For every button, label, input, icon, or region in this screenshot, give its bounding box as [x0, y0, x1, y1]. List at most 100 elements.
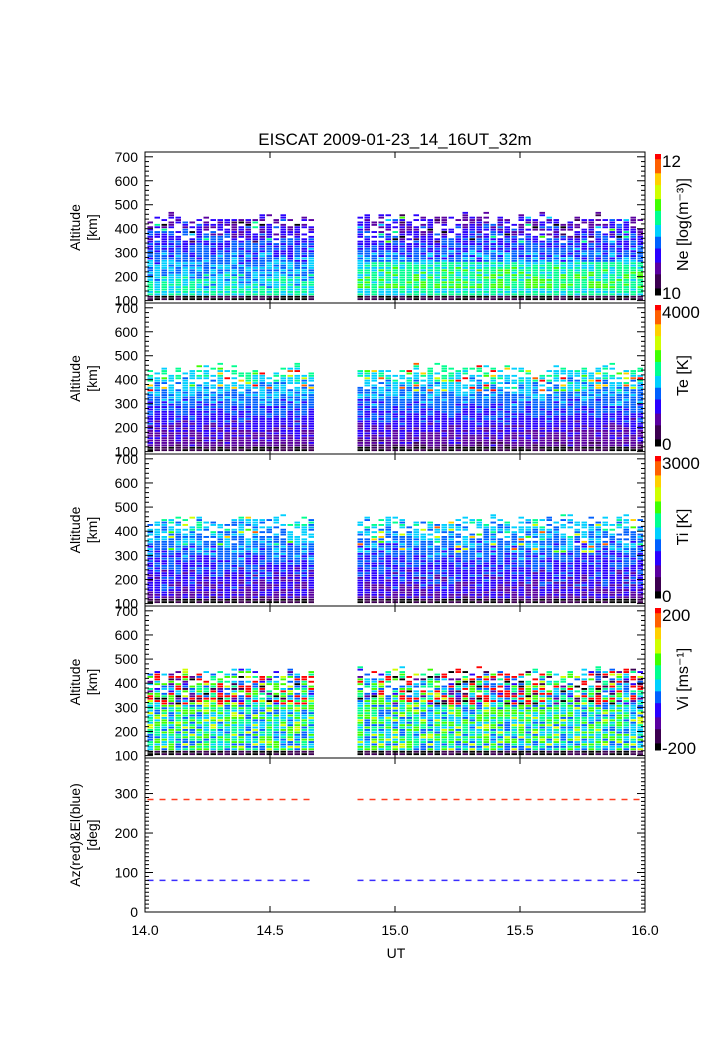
heatmap-cell: [413, 288, 419, 291]
heatmap-cell: [224, 444, 230, 447]
heatmap-cell: [294, 276, 300, 279]
heatmap-cell: [595, 413, 601, 416]
heatmap-cell: [357, 288, 363, 291]
heatmap-cell: [637, 377, 643, 380]
heatmap-cell: [511, 420, 517, 423]
heatmap-cell: [266, 394, 272, 396]
heatmap-cell: [441, 394, 447, 396]
heatmap-cell: [189, 250, 195, 253]
heatmap-cell: [392, 288, 398, 291]
heatmap-cell: [630, 442, 636, 444]
heatmap-cell: [525, 410, 531, 413]
heatmap-cell: [231, 415, 237, 418]
heatmap-cell: [427, 245, 433, 248]
heatmap-cell: [210, 548, 216, 550]
colorbar-segment: [655, 389, 661, 393]
heatmap-cell: [154, 543, 160, 546]
heatmap-cell: [609, 382, 615, 384]
heatmap-cell: [427, 281, 433, 284]
heatmap-cell: [203, 420, 209, 423]
heatmap-cell: [175, 540, 181, 543]
heatmap-cell: [294, 382, 300, 384]
heatmap-cell: [588, 274, 594, 277]
heatmap-cell: [210, 552, 216, 555]
heatmap-cell: [546, 394, 552, 396]
heatmap-cell: [616, 286, 622, 289]
heatmap-cell: [371, 403, 377, 406]
heatmap-cell: [357, 391, 363, 394]
heatmap-cell: [161, 567, 167, 570]
heatmap-cell: [602, 264, 608, 267]
heatmap-cell: [385, 238, 391, 241]
heatmap-cell: [245, 601, 251, 604]
heatmap-cell: [567, 449, 573, 452]
heatmap-cell: [203, 377, 209, 380]
heatmap-cell: [203, 543, 209, 546]
heatmap-cell: [406, 221, 412, 224]
heatmap-cell: [630, 274, 636, 277]
heatmap-cell: [476, 274, 482, 277]
heatmap-cell: [238, 430, 244, 432]
heatmap-cell: [161, 281, 167, 284]
heatmap-cell: [399, 413, 405, 416]
heatmap-cell: [266, 418, 272, 420]
heatmap-cell: [175, 437, 181, 440]
heatmap-cell: [266, 446, 272, 449]
heatmap-cell: [231, 245, 237, 248]
heatmap-cell: [623, 223, 629, 226]
y-tick-label: 400: [115, 372, 139, 388]
heatmap-cell: [574, 291, 580, 293]
heatmap-cell: [280, 288, 286, 291]
heatmap-cell: [518, 432, 524, 435]
heatmap-cell: [455, 415, 461, 418]
heatmap-cell: [623, 391, 629, 394]
heatmap-cell: [623, 396, 629, 399]
heatmap-cell: [399, 442, 405, 444]
heatmap-cell: [406, 406, 412, 408]
heatmap-cell: [539, 288, 545, 291]
heatmap-cell: [245, 219, 251, 221]
heatmap-cell: [175, 370, 181, 372]
heatmap-cell: [203, 403, 209, 406]
heatmap-cell: [406, 238, 412, 241]
heatmap-cell: [455, 379, 461, 382]
heatmap-cell: [532, 437, 538, 440]
heatmap-cell: [175, 598, 181, 601]
heatmap-cell: [154, 396, 160, 399]
heatmap-cell: [602, 267, 608, 269]
heatmap-cell: [413, 444, 419, 447]
heatmap-cell: [161, 286, 167, 289]
heatmap-cell: [490, 379, 496, 382]
heatmap-cell: [238, 295, 244, 298]
heatmap-cell: [196, 434, 202, 437]
heatmap-cell: [462, 372, 468, 375]
heatmap-cell: [469, 269, 475, 272]
heatmap-cell: [175, 449, 181, 452]
heatmap-cell: [168, 528, 174, 531]
heatmap-cell: [301, 446, 307, 449]
heatmap-cell: [182, 298, 188, 301]
heatmap-cell: [497, 418, 503, 420]
heatmap-cell: [147, 427, 153, 430]
heatmap-cell: [427, 235, 433, 238]
heatmap-cell: [623, 372, 629, 375]
heatmap-cell: [525, 406, 531, 408]
heatmap-cell: [378, 430, 384, 432]
heatmap-cell: [371, 243, 377, 245]
heatmap-cell: [364, 274, 370, 277]
heatmap-cell: [259, 430, 265, 432]
heatmap-cell: [182, 382, 188, 384]
heatmap-cell: [581, 430, 587, 432]
heatmap-cell: [308, 449, 314, 452]
heatmap-cell: [364, 398, 370, 401]
heatmap-cell: [203, 550, 209, 553]
heatmap-cell: [245, 449, 251, 452]
heatmap-cell: [525, 223, 531, 226]
heatmap-cell: [427, 377, 433, 380]
heatmap-cell: [385, 250, 391, 253]
heatmap-cell: [511, 434, 517, 437]
heatmap-cell: [630, 403, 636, 406]
heatmap-cell: [287, 413, 293, 416]
heatmap-cell: [434, 432, 440, 435]
